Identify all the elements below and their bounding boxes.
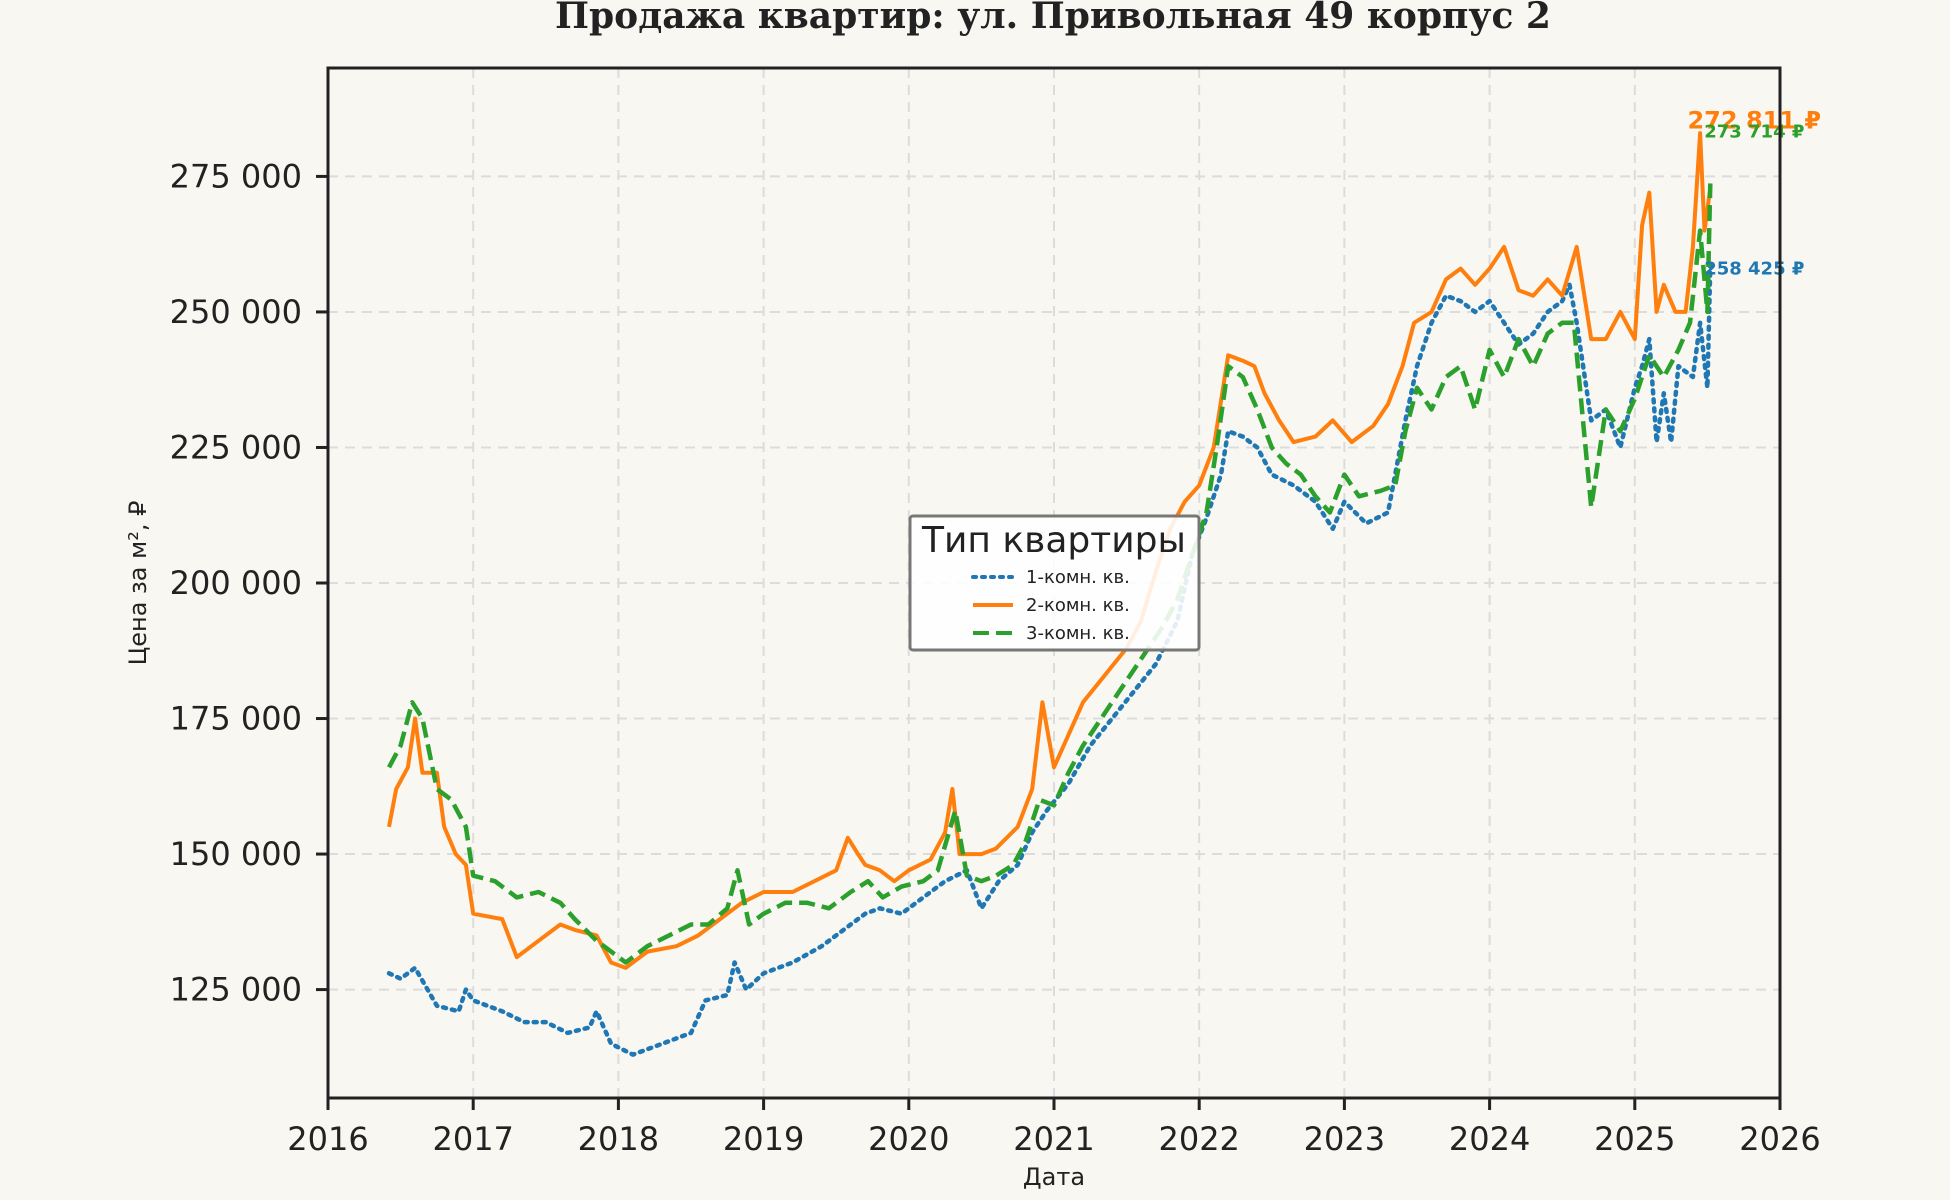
x-axis-label: Дата bbox=[1023, 1163, 1085, 1191]
legend-title: Тип квартиры bbox=[921, 520, 1186, 561]
legend-entries: 1-комн. кв. 2-комн. кв. 3-комн. кв. bbox=[971, 567, 1130, 644]
legend-label-2: 2-комн. кв. bbox=[1026, 595, 1130, 616]
x-tick-label: 2025 bbox=[1594, 1120, 1675, 1158]
x-tick-label: 2026 bbox=[1739, 1120, 1820, 1158]
chart-title: Продажа квартир: ул. Привольная 49 корпу… bbox=[555, 0, 1551, 37]
x-tick-label: 2023 bbox=[1304, 1120, 1385, 1158]
y-tick-label: 250 000 bbox=[170, 293, 302, 331]
legend-box bbox=[908, 514, 1201, 652]
end-value-label-2: 272 811 ₽ bbox=[1687, 106, 1821, 134]
x-tick-label: 2019 bbox=[723, 1120, 804, 1158]
x-tick-label: 2018 bbox=[578, 1120, 659, 1158]
x-tick-label: 2021 bbox=[1013, 1120, 1094, 1158]
series-line-3 bbox=[387, 183, 1713, 965]
series-line-2 bbox=[387, 131, 1713, 970]
legend-label-3: 3-комн. кв. bbox=[1026, 623, 1130, 644]
y-tick-label: 200 000 bbox=[170, 564, 302, 602]
end-value-label-3: 273 714 ₽ bbox=[1704, 121, 1804, 142]
end-value-label-1: 258 425 ₽ bbox=[1704, 258, 1804, 279]
series-lines bbox=[386, 131, 1713, 1057]
y-tick-label: 125 000 bbox=[170, 971, 302, 1009]
x-tick-label: 2024 bbox=[1449, 1120, 1530, 1158]
legend-label-1: 1-комн. кв. bbox=[1026, 567, 1130, 588]
y-tick-label: 275 000 bbox=[170, 157, 302, 195]
legend: Тип квартиры 1-комн. кв. 2-комн. кв. 3-ком… bbox=[908, 514, 1201, 652]
x-tick-label: 2022 bbox=[1158, 1120, 1239, 1158]
x-tick-label: 2020 bbox=[868, 1120, 949, 1158]
axis-ticks: 2016 2017 2018 2019 2020 2021 2022 2023 2024 2025… bbox=[170, 157, 1821, 1158]
y-tick-label: 225 000 bbox=[170, 428, 302, 466]
y-tick-label: 175 000 bbox=[170, 700, 302, 738]
x-tick-label: 2016 bbox=[287, 1120, 368, 1158]
y-axis-label: Цена за м², ₽ bbox=[124, 501, 152, 666]
x-tick-label: 2017 bbox=[432, 1120, 513, 1158]
series-line-1 bbox=[386, 264, 1713, 1057]
y-tick-label: 150 000 bbox=[170, 835, 302, 873]
